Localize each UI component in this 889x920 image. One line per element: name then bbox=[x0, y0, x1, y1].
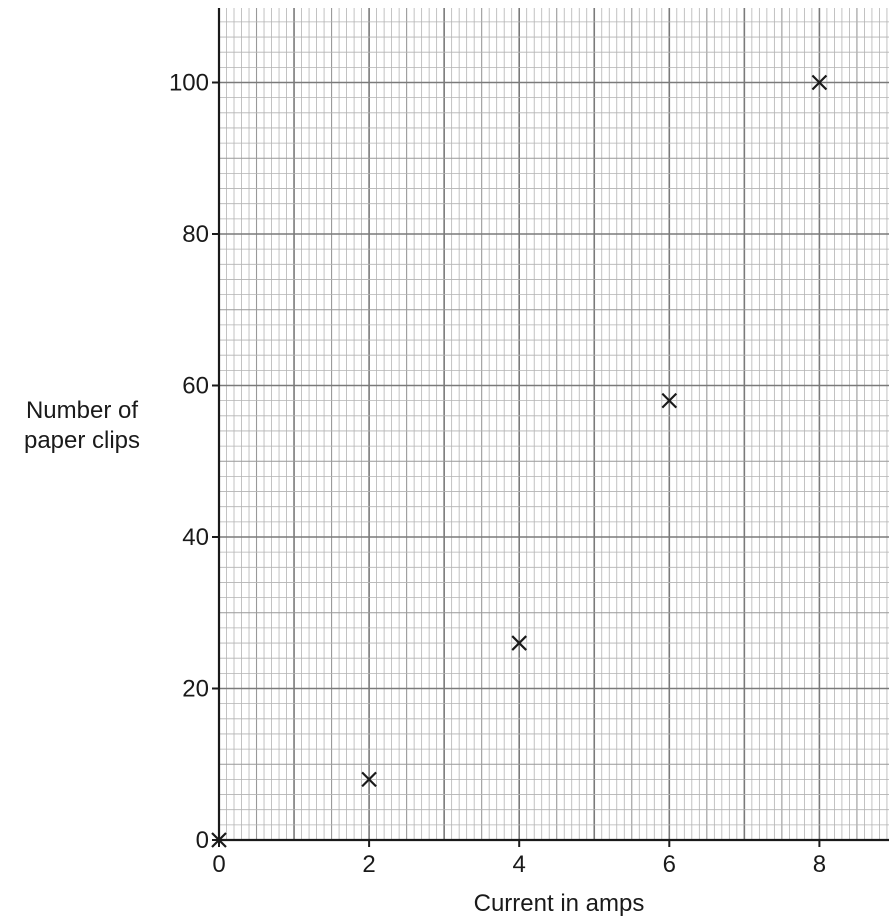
data-point-stroke bbox=[361, 771, 377, 788]
x-tick-label: 0 bbox=[212, 851, 225, 878]
data-point bbox=[811, 74, 828, 91]
y-axis-title-line-2: paper clips bbox=[24, 427, 140, 454]
data-point-stroke bbox=[661, 392, 678, 409]
y-tick-label: 0 bbox=[196, 827, 209, 854]
data-point bbox=[661, 392, 678, 409]
y-tick-label: 60 bbox=[182, 373, 209, 400]
data-point-stroke bbox=[811, 74, 828, 91]
data-point-stroke bbox=[211, 832, 227, 848]
data-point bbox=[361, 771, 377, 788]
data-point-stroke bbox=[511, 635, 527, 651]
x-tick-label: 4 bbox=[513, 851, 526, 878]
axes bbox=[212, 8, 889, 847]
x-tick-labels: 0 2 4 6 8 bbox=[212, 851, 826, 878]
grid bbox=[219, 8, 889, 840]
y-tick-label: 80 bbox=[182, 221, 209, 248]
data-points bbox=[211, 74, 828, 848]
y-tick-label: 20 bbox=[182, 676, 209, 703]
data-point bbox=[211, 832, 227, 848]
y-tick-label: 100 bbox=[169, 70, 209, 97]
x-tick-label: 6 bbox=[663, 851, 676, 878]
y-tick-label: 40 bbox=[182, 524, 209, 551]
data-point bbox=[511, 635, 527, 651]
x-axis-title: Current in amps bbox=[474, 890, 645, 917]
x-tick-label: 2 bbox=[362, 851, 375, 878]
y-axis-title-line-1: Number of bbox=[26, 397, 138, 424]
x-tick-label: 8 bbox=[813, 851, 826, 878]
y-tick-labels: 0 20 40 60 80 100 bbox=[169, 70, 209, 855]
